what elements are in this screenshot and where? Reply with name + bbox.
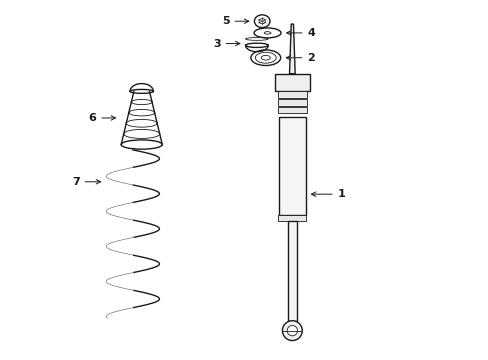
Text: 4: 4 [286,28,315,38]
FancyBboxPatch shape [277,99,306,105]
Ellipse shape [259,19,265,24]
Ellipse shape [255,52,276,63]
Circle shape [282,321,302,341]
FancyBboxPatch shape [274,74,309,91]
FancyBboxPatch shape [278,215,306,221]
FancyBboxPatch shape [278,117,305,215]
Text: 1: 1 [311,189,345,199]
FancyBboxPatch shape [277,91,306,98]
Ellipse shape [121,140,162,149]
Ellipse shape [254,28,281,38]
Text: 7: 7 [72,177,101,187]
FancyBboxPatch shape [277,107,306,113]
Ellipse shape [250,50,280,66]
Ellipse shape [261,55,270,60]
Circle shape [286,325,297,336]
Ellipse shape [130,89,153,93]
Ellipse shape [264,32,270,34]
Text: 5: 5 [222,16,248,26]
Ellipse shape [254,15,269,28]
Polygon shape [289,24,295,74]
Text: 2: 2 [285,53,314,63]
Ellipse shape [245,43,268,48]
FancyBboxPatch shape [287,221,296,321]
Text: 3: 3 [213,39,240,49]
Ellipse shape [245,37,268,40]
Text: 6: 6 [88,113,115,123]
